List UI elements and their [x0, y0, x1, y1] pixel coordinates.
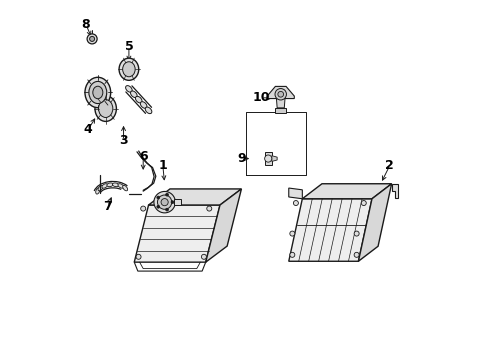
Ellipse shape — [102, 184, 108, 188]
Polygon shape — [392, 184, 398, 198]
Circle shape — [90, 36, 95, 41]
Circle shape — [354, 231, 359, 236]
Ellipse shape — [122, 62, 135, 77]
Ellipse shape — [125, 86, 132, 92]
Ellipse shape — [107, 183, 113, 186]
Text: 8: 8 — [82, 18, 90, 31]
Polygon shape — [276, 99, 285, 108]
Circle shape — [265, 155, 272, 162]
Circle shape — [141, 206, 146, 211]
Circle shape — [354, 252, 359, 257]
Text: 4: 4 — [83, 123, 92, 136]
Ellipse shape — [95, 96, 117, 121]
Circle shape — [136, 254, 141, 259]
Polygon shape — [302, 184, 392, 199]
Ellipse shape — [93, 86, 103, 99]
Circle shape — [166, 193, 169, 196]
Text: 7: 7 — [103, 200, 112, 213]
Circle shape — [171, 201, 174, 203]
Polygon shape — [206, 189, 242, 262]
Ellipse shape — [122, 185, 127, 191]
Circle shape — [290, 231, 295, 236]
Polygon shape — [134, 205, 220, 262]
Text: 10: 10 — [252, 91, 270, 104]
Circle shape — [361, 201, 367, 206]
Circle shape — [157, 205, 160, 208]
Circle shape — [207, 206, 212, 211]
Ellipse shape — [96, 188, 100, 194]
Ellipse shape — [145, 107, 152, 114]
Polygon shape — [148, 189, 242, 205]
Circle shape — [154, 192, 175, 213]
Ellipse shape — [140, 102, 147, 108]
Text: 5: 5 — [124, 40, 133, 53]
Circle shape — [278, 91, 284, 97]
Text: 9: 9 — [237, 152, 246, 165]
Ellipse shape — [89, 81, 107, 104]
Polygon shape — [289, 199, 372, 261]
Circle shape — [294, 201, 298, 206]
Circle shape — [161, 199, 168, 206]
Ellipse shape — [112, 183, 119, 186]
Text: 2: 2 — [385, 159, 394, 172]
Ellipse shape — [85, 77, 111, 108]
Polygon shape — [267, 86, 294, 99]
Circle shape — [157, 196, 160, 199]
Text: 1: 1 — [158, 159, 167, 172]
Polygon shape — [275, 108, 286, 113]
Text: 3: 3 — [119, 134, 128, 147]
Ellipse shape — [135, 96, 142, 103]
Circle shape — [157, 195, 172, 209]
Ellipse shape — [119, 58, 139, 80]
Ellipse shape — [130, 91, 137, 98]
Ellipse shape — [118, 184, 124, 188]
Polygon shape — [272, 156, 277, 161]
Circle shape — [166, 208, 169, 211]
Circle shape — [87, 34, 97, 44]
Circle shape — [275, 89, 287, 100]
Ellipse shape — [98, 100, 113, 117]
Text: 6: 6 — [139, 150, 147, 163]
Ellipse shape — [98, 185, 103, 191]
Polygon shape — [265, 152, 272, 165]
Bar — [173, 199, 181, 205]
Circle shape — [201, 254, 206, 259]
Circle shape — [290, 252, 295, 257]
Polygon shape — [358, 184, 392, 261]
Polygon shape — [289, 188, 302, 199]
